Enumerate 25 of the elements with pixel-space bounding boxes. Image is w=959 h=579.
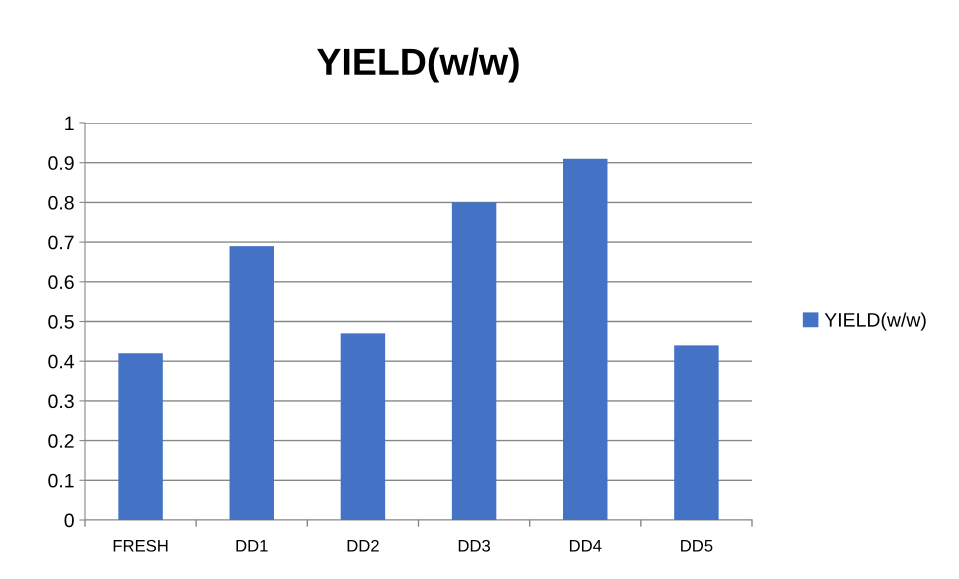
y-tick-label: 0.4 xyxy=(48,354,74,368)
x-tick-label: DD3 xyxy=(458,540,490,552)
x-tick-label: DD1 xyxy=(236,540,268,552)
bar xyxy=(563,158,608,520)
x-tick-label: DD2 xyxy=(348,540,379,552)
y-tick-label: 0.7 xyxy=(48,236,74,250)
bar xyxy=(118,353,163,520)
x-tick-label: DD5 xyxy=(681,540,712,552)
bar xyxy=(452,202,496,520)
y-tick-label: 0.3 xyxy=(48,394,74,408)
y-tick-label: 0.9 xyxy=(48,156,74,170)
bar xyxy=(674,345,719,520)
x-tick-label: DD4 xyxy=(570,540,602,552)
legend-label: YIELD(w/w) xyxy=(824,312,926,331)
y-tick-label: 0.6 xyxy=(48,275,74,290)
x-tick-label: FRESH xyxy=(114,540,168,552)
y-tick-label: 0.5 xyxy=(48,314,74,329)
chart-title: YIELD(w/w) xyxy=(317,48,519,82)
y-tick-label: 0.8 xyxy=(48,196,74,210)
y-tick-label: 0 xyxy=(64,513,74,528)
y-tick-label: 0.2 xyxy=(48,434,74,448)
y-tick-label: 1 xyxy=(65,116,74,130)
bar xyxy=(230,246,274,520)
bar xyxy=(340,333,386,520)
y-tick-label: 0.1 xyxy=(48,474,74,488)
